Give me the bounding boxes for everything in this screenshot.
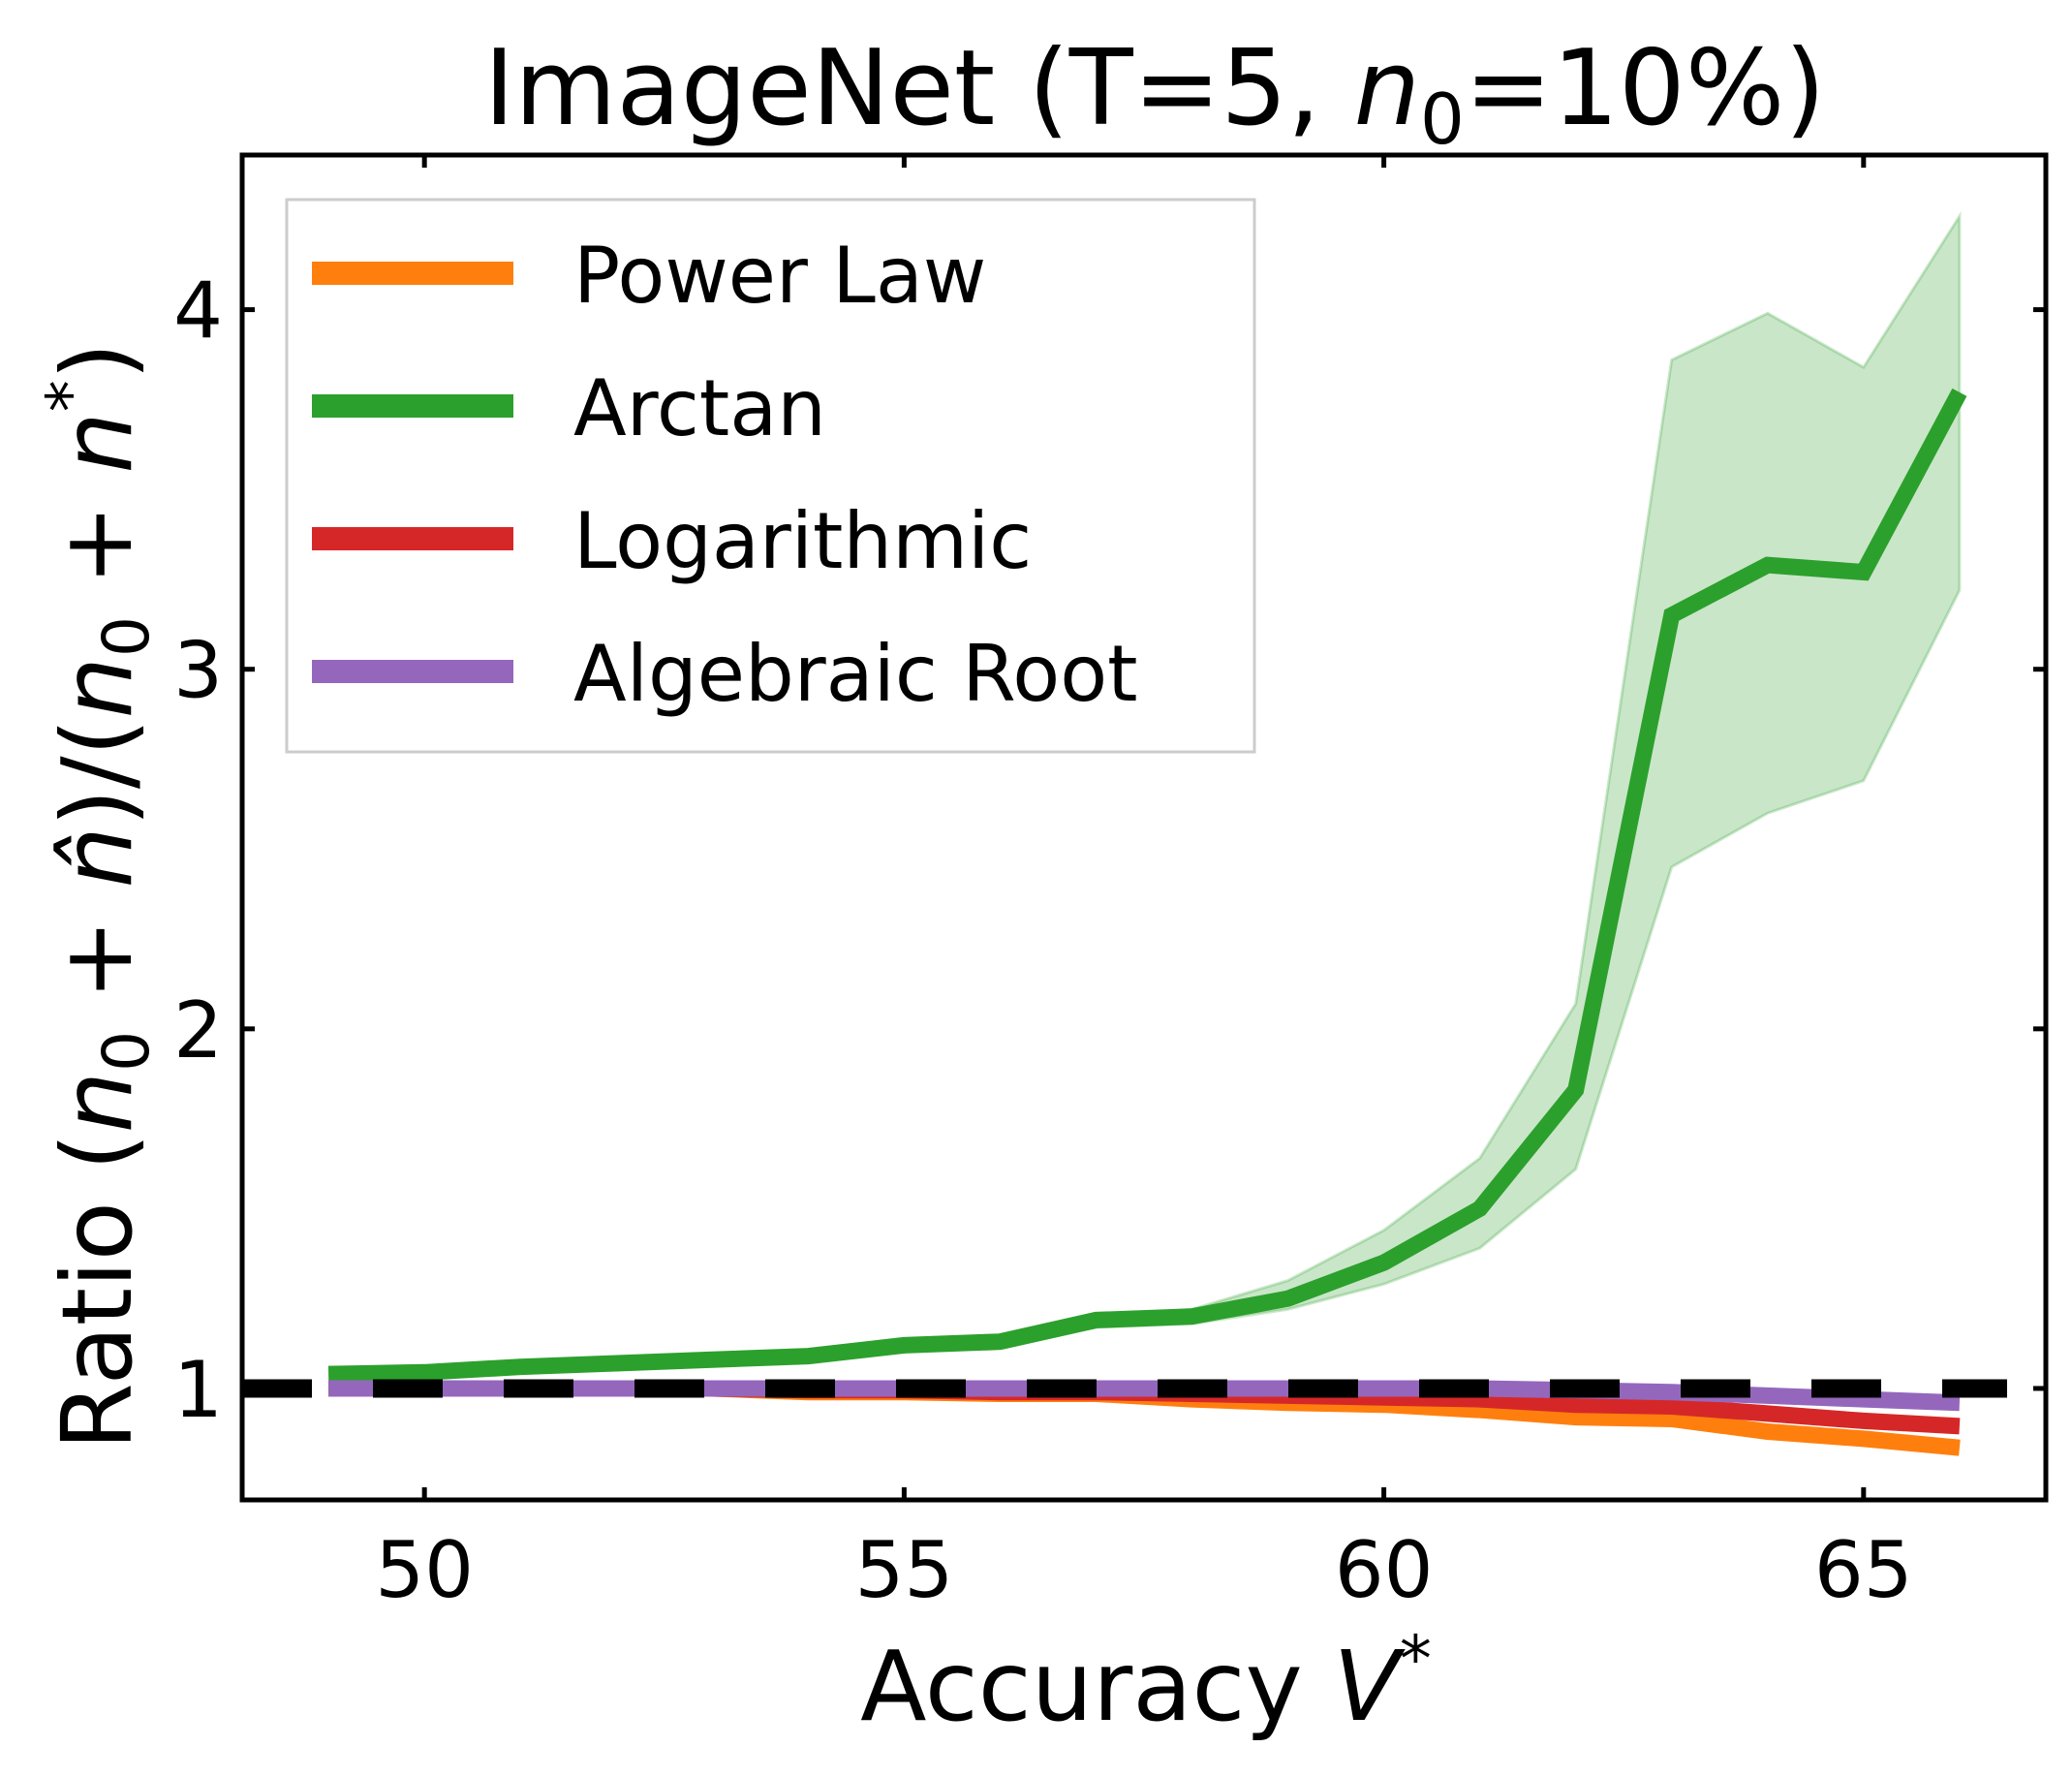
plot-frame [239, 152, 2049, 1503]
y-axis-label: Ratio (n0 + n̂)/(n0 + n*) [33, 342, 164, 1450]
x-tick-label: 65 [1814, 1525, 1913, 1615]
legend: Power Law Arctan Logarithmic Algebraic Root [285, 198, 1256, 754]
axes: 50 55 60 65 1 2 3 4 [173, 152, 2049, 1615]
legend-label-algebraic-root: Algebraic Root [573, 629, 1138, 719]
x-tick-label: 60 [1335, 1525, 1434, 1615]
y-tick-label: 4 [173, 266, 223, 357]
plot-area [242, 210, 2007, 1456]
plot-clip-group [242, 210, 2007, 1456]
x-axis-label: Accuracy V* [860, 1622, 1432, 1743]
legend-label-arctan: Arctan [573, 363, 826, 453]
y-tick-label: 3 [173, 626, 223, 716]
chart-title: ImageNet (T=5, n0=10%) [483, 28, 1825, 160]
legend-label-power-law: Power Law [573, 231, 986, 321]
x-tick-label: 50 [375, 1525, 474, 1615]
legend-label-logarithmic: Logarithmic [573, 496, 1032, 586]
arctan-line [327, 388, 1967, 1383]
x-tick-label: 55 [854, 1525, 953, 1615]
y-tick-label: 2 [173, 985, 223, 1076]
y-tick-label: 1 [173, 1345, 223, 1435]
